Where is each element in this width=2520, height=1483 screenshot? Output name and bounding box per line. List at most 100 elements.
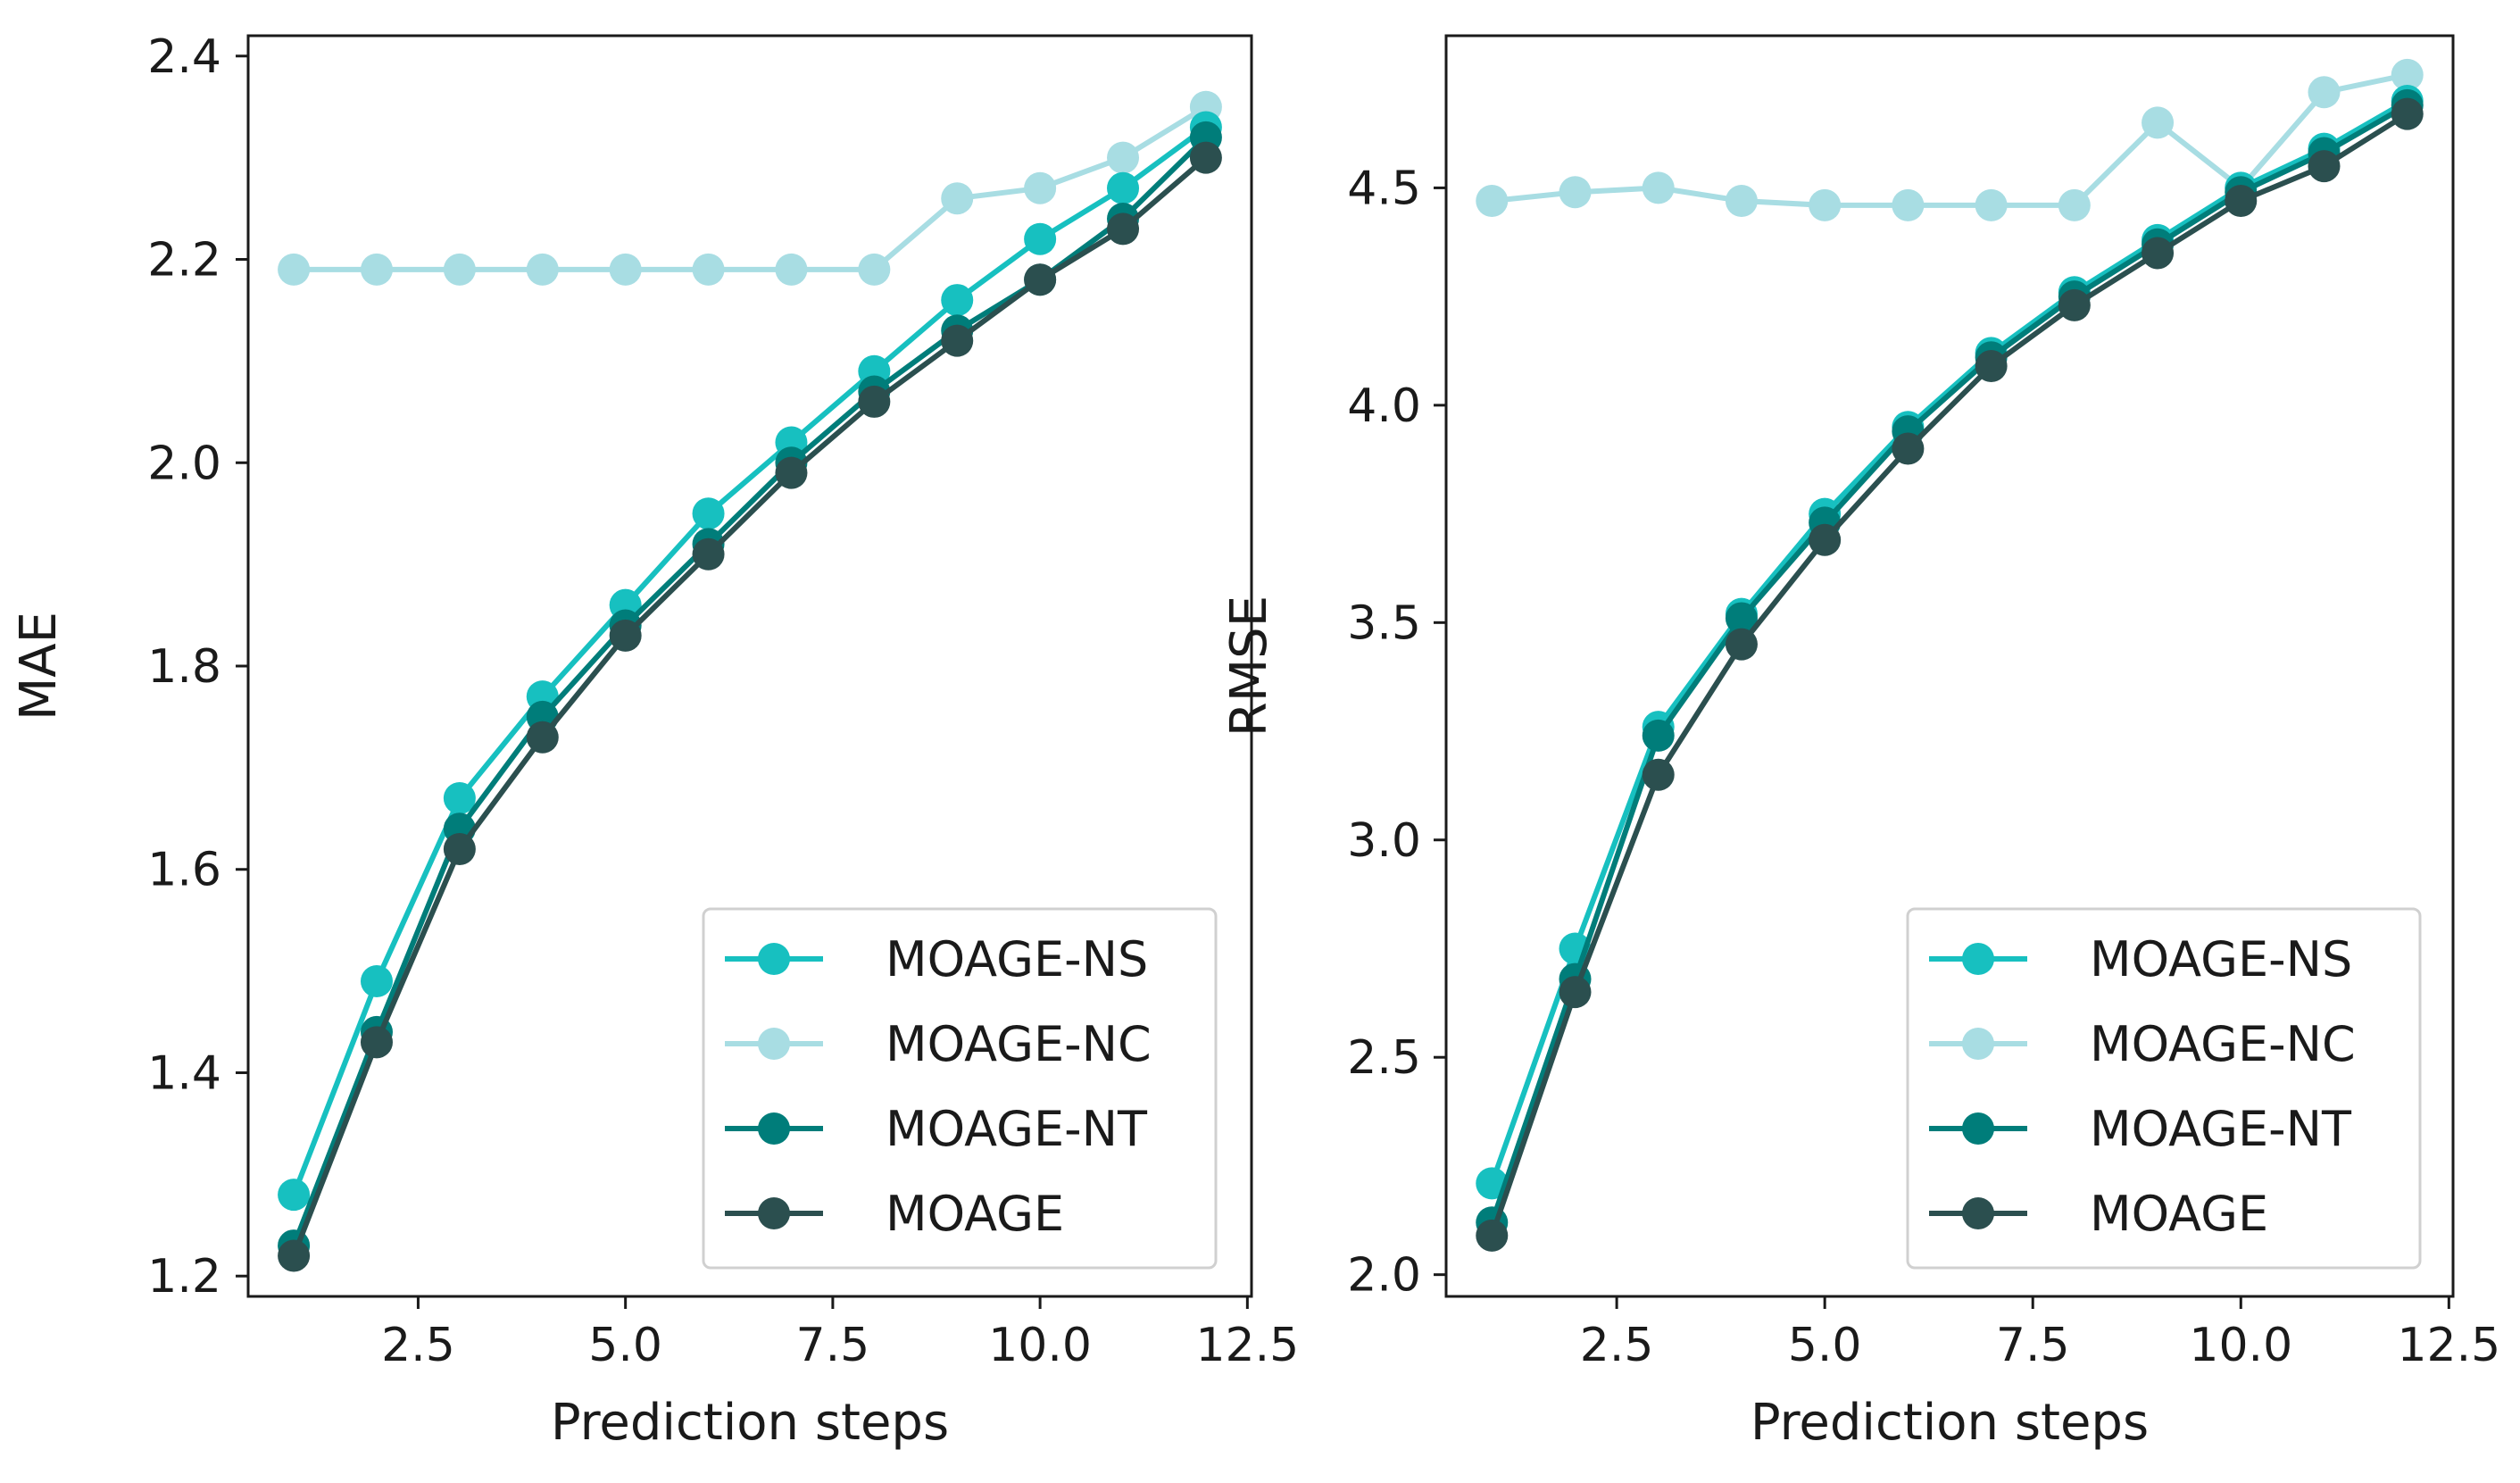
data-point-moage (2058, 288, 2091, 321)
legend-marker (758, 943, 790, 975)
y-tick-label: 1.4 (147, 1046, 221, 1100)
x-axis-label: Prediction steps (1751, 1394, 2149, 1452)
data-point-moage (443, 832, 476, 865)
legend-box (1906, 907, 2422, 1270)
series-line-moage-nc (1491, 71, 2408, 208)
legend-marker (1962, 1197, 1994, 1229)
legend-box (702, 907, 1218, 1270)
data-point-moage-ns (443, 782, 476, 815)
x-tick-label: 5.0 (1788, 1319, 1862, 1372)
legend-marker (758, 1112, 790, 1145)
y-tick-label: 1.8 (147, 640, 221, 694)
data-point-moage (1559, 976, 1592, 1009)
data-point-moage-ns (1107, 171, 1140, 204)
data-point-moage-ns (692, 497, 725, 530)
legend: MOAGE-NS MOAGE-NC MOAGE-NT MOAGE (1906, 907, 2422, 1270)
data-point-moage (692, 537, 725, 571)
data-point-moage (2142, 237, 2175, 270)
data-point-moage-nc (775, 253, 808, 286)
data-point-moage-nc (1024, 171, 1057, 204)
data-point-moage (1107, 212, 1140, 246)
data-point-moage (1642, 758, 1675, 791)
x-tick-label: 7.5 (796, 1319, 870, 1372)
data-point-moage-nc (1809, 188, 1842, 221)
data-point-moage (2225, 185, 2258, 218)
x-tick-label: 7.5 (1996, 1319, 2070, 1372)
data-point-moage-nc (526, 253, 559, 286)
data-point-moage (360, 1026, 393, 1059)
legend-label: MOAGE (2090, 1186, 2268, 1242)
data-point-moage-ns (278, 1179, 311, 1212)
legend-marker (1962, 1112, 1994, 1145)
y-tick-label: 1.2 (147, 1250, 221, 1304)
data-point-moage-nc (1107, 141, 1140, 174)
x-tick-label: 10.0 (988, 1319, 1092, 1372)
data-point-moage-nc (2391, 58, 2424, 91)
y-tick-label: 3.0 (1347, 814, 1421, 868)
x-tick-label: 2.5 (381, 1319, 455, 1372)
data-point-moage-nc (2058, 188, 2091, 221)
data-point-moage (775, 456, 808, 489)
legend-marker (758, 1028, 790, 1060)
data-point-moage-nc (692, 253, 725, 286)
y-tick-label: 4.0 (1347, 379, 1421, 433)
data-point-moage-nc (609, 253, 642, 286)
mae-chart: 2.5 5.0 7.5 10.0 12.5 1.2 1.4 1.6 1.8 2.0 2.2 2.4 Pr… (10, 30, 1299, 1452)
data-point-moage-ns (1024, 222, 1057, 255)
legend-label: MOAGE-NC (886, 1016, 1152, 1072)
data-point-moage-nc (1725, 185, 1758, 218)
data-point-moage (278, 1239, 311, 1272)
data-point-moage (1975, 350, 2008, 383)
y-tick-label: 4.5 (1347, 162, 1421, 215)
data-point-moage (609, 619, 642, 652)
x-tick-label: 5.0 (588, 1319, 662, 1372)
x-tick-label: 12.5 (2397, 1319, 2500, 1372)
data-point-moage-nc (941, 182, 974, 215)
data-point-moage (941, 324, 974, 357)
x-tick-label: 2.5 (1580, 1319, 1654, 1372)
data-point-moage (2391, 97, 2424, 130)
x-tick-label: 12.5 (1195, 1319, 1299, 1372)
legend-label: MOAGE-NT (886, 1101, 1148, 1157)
y-tick-label: 2.4 (147, 30, 221, 84)
y-tick-label: 2.0 (147, 437, 221, 490)
data-point-moage-nt (1725, 602, 1758, 635)
data-point-moage-nc (2308, 76, 2341, 109)
plot-frame (1444, 34, 2455, 1298)
data-point-moage-nc (360, 253, 393, 286)
data-point-moage-nc (1642, 171, 1675, 204)
data-point-moage (1892, 432, 1925, 465)
data-point-moage (1189, 141, 1222, 174)
data-point-moage-ns (360, 965, 393, 997)
y-tick-label: 3.5 (1347, 596, 1421, 650)
data-point-moage (1725, 628, 1758, 661)
y-tick-label: 2.0 (1347, 1249, 1421, 1303)
legend-marker (1962, 943, 1994, 975)
data-point-moage-ns (941, 284, 974, 317)
data-point-moage-nc (1975, 188, 2008, 221)
data-point-moage (2308, 150, 2341, 183)
data-point-moage-nc (278, 253, 311, 286)
data-point-moage (1809, 523, 1842, 556)
y-tick-label: 2.5 (1347, 1031, 1421, 1085)
legend-label: MOAGE-NS (2090, 931, 2352, 987)
x-axis-label: Prediction steps (551, 1394, 949, 1452)
series-line-moage (291, 155, 1208, 1257)
legend-label: MOAGE-NS (886, 931, 1148, 987)
rmse-chart: 2.5 5.0 7.5 10.0 12.5 2.0 2.5 3.0 3.5 4.0 4.5 Predi… (1220, 34, 2500, 1452)
legend-marker (758, 1197, 790, 1229)
data-point-moage (1024, 263, 1057, 296)
legend: MOAGE-NS MOAGE-NC MOAGE-NT MOAGE (702, 907, 1218, 1270)
series-line-moage-nc (294, 104, 1208, 272)
data-point-moage-nc (858, 253, 891, 286)
data-point-moage-nc (1892, 188, 1925, 221)
data-point-moage (858, 385, 891, 418)
data-point-moage (1476, 1219, 1509, 1252)
data-point-moage (526, 721, 559, 754)
y-tick-label: 2.2 (147, 234, 221, 287)
y-axis-label: MAE (10, 612, 68, 721)
x-tick-label: 10.0 (2189, 1319, 2292, 1372)
data-point-moage-nc (1476, 185, 1509, 218)
y-axis-label: RMSE (1220, 596, 1278, 737)
